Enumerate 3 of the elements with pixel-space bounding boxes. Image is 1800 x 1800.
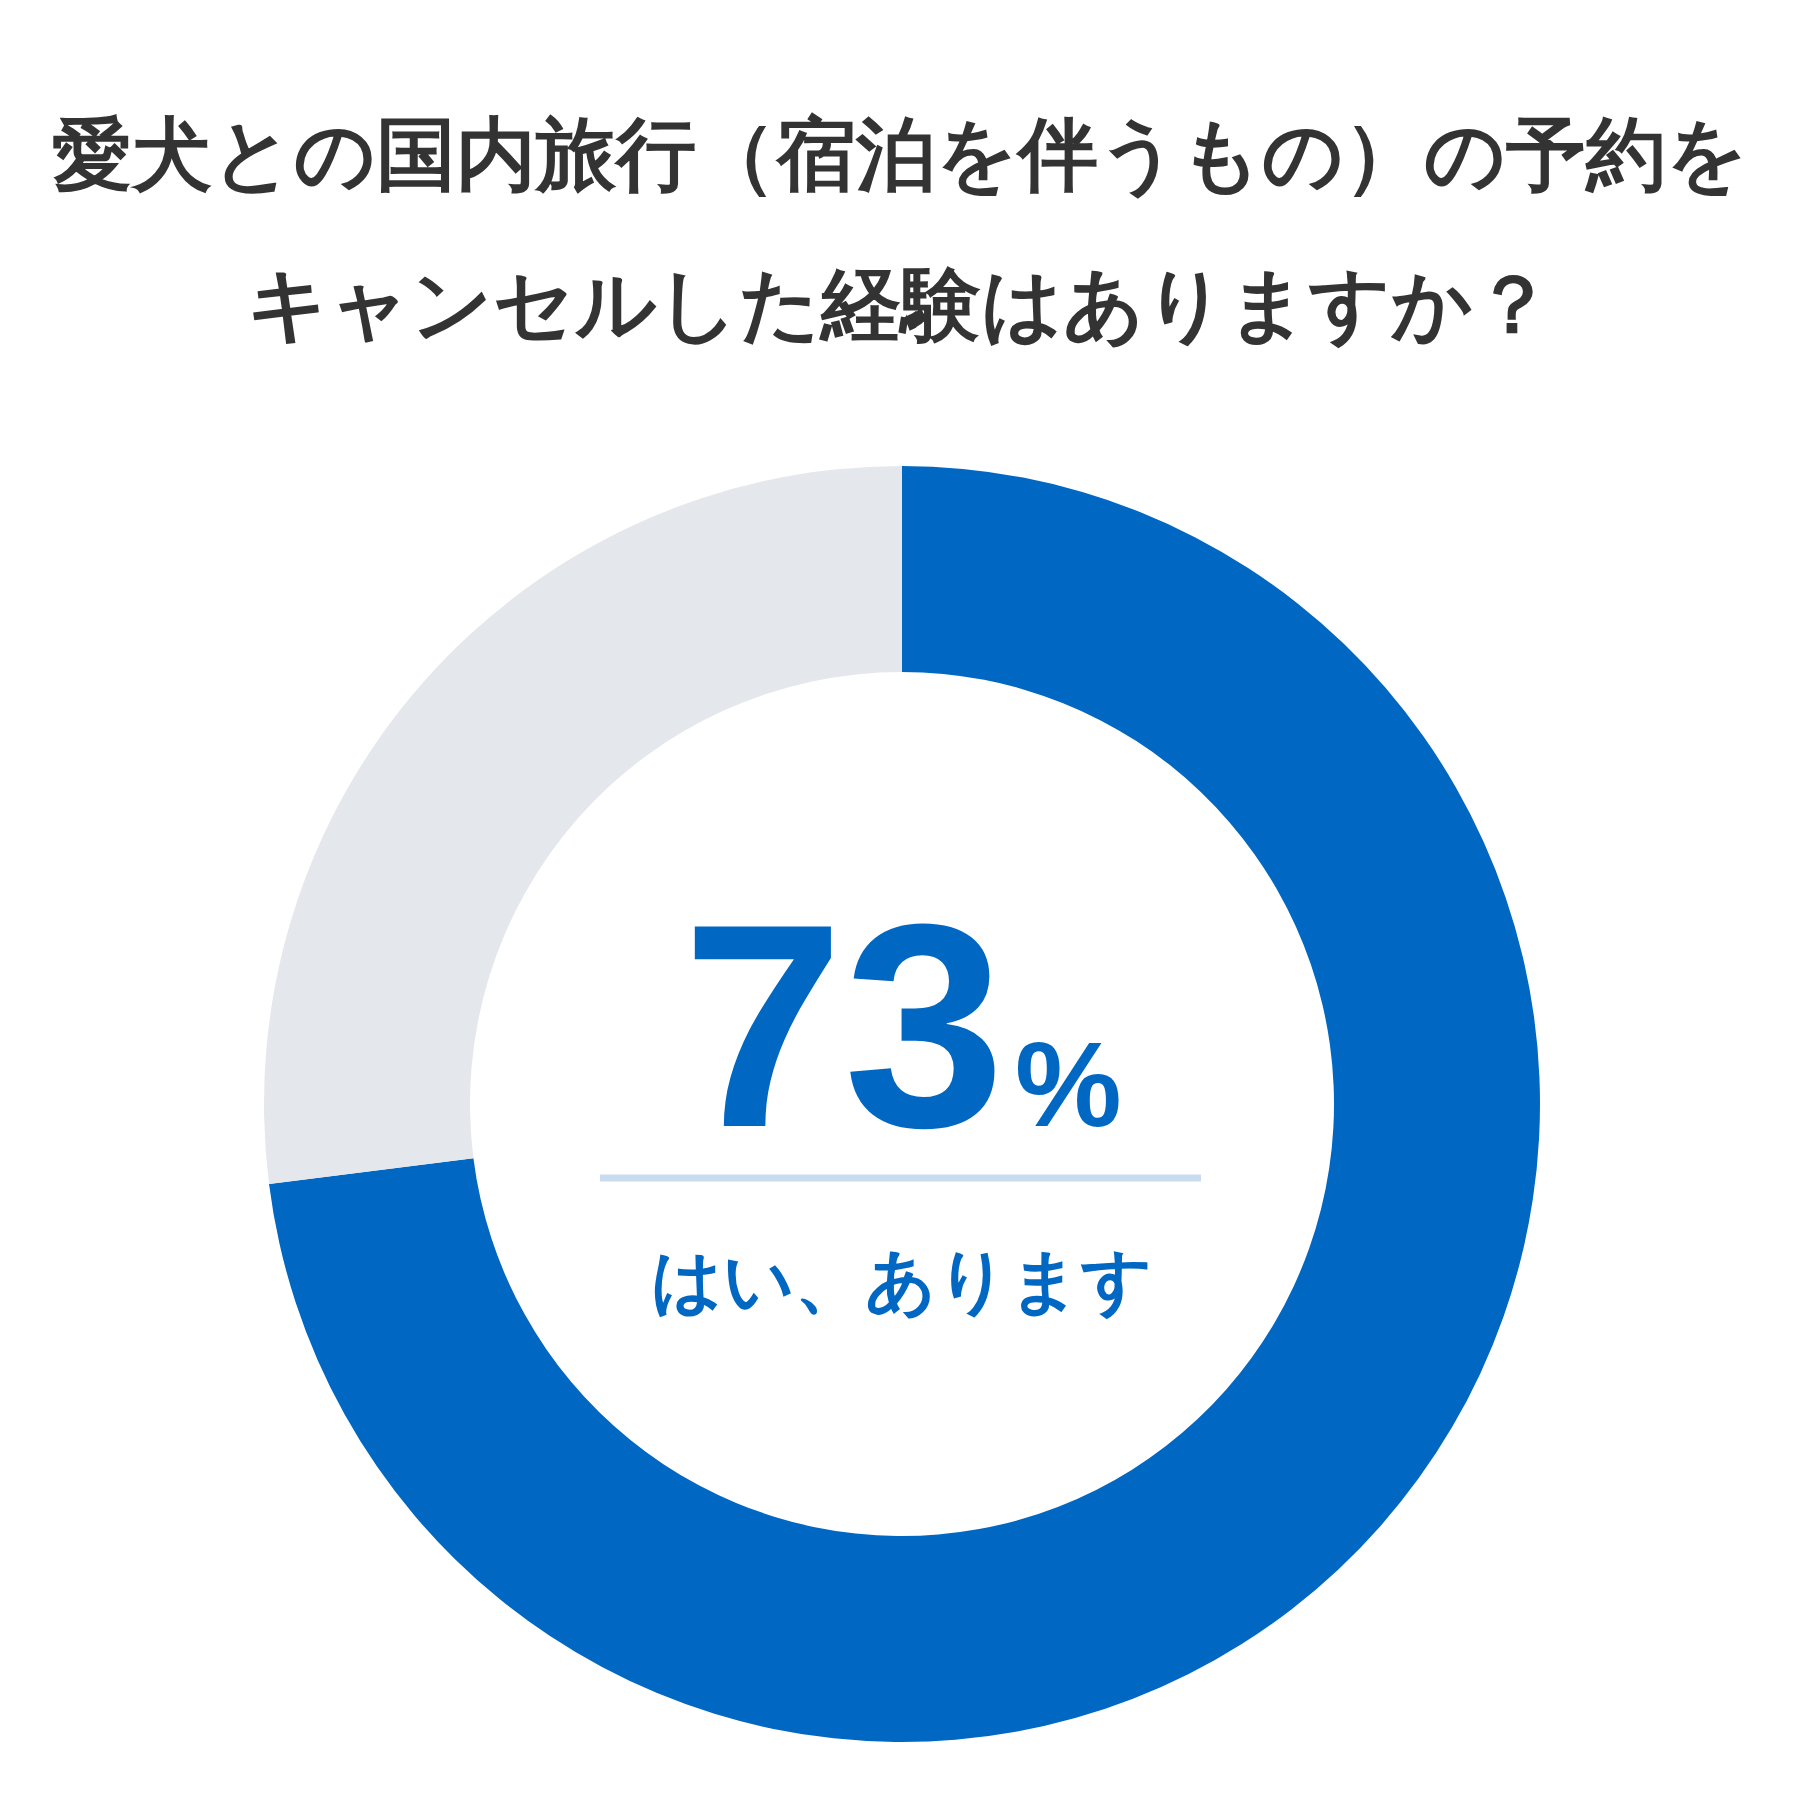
data-label: 73% [682, 863, 1122, 1187]
slice-label: はい、あります [651, 1240, 1153, 1322]
chart-title: 愛犬との国内旅行（宿泊を伴うもの）の予約をキャンセルした経験はありますか？ [51, 107, 1749, 353]
